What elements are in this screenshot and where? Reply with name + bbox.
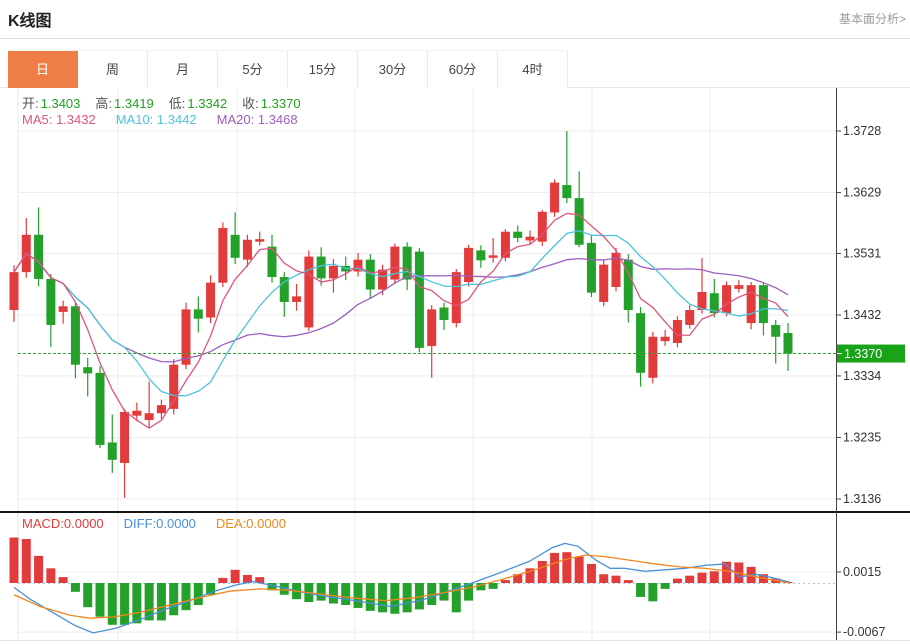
tab-daily[interactable]: 日 <box>8 51 78 88</box>
macd-y-label-0: 0.0015 <box>843 565 881 579</box>
quote-low-label: 低: <box>168 96 186 111</box>
tab-4hour[interactable]: 4时 <box>498 51 568 88</box>
svg-text:1.3370: 1.3370 <box>844 347 882 361</box>
ma5-line <box>13 212 789 429</box>
tab-60min[interactable]: 60分 <box>428 51 498 88</box>
quote-open-label: 开: <box>22 96 39 111</box>
quote-low-value: 1.3342 <box>187 96 228 111</box>
ma-values-row: MA5: 1.3432 MA10: 1.3442 MA20: 1.3468 <box>22 112 318 127</box>
tab-15min[interactable]: 15分 <box>288 51 358 88</box>
y-axis: 1.3728 1.3629 1.3531 1.3432 1.3334 1.3235 1.31… <box>836 88 885 640</box>
dea-legend-value: DEA:0.0000 <box>215 516 287 531</box>
tab-monthly[interactable]: 月 <box>148 51 218 88</box>
macd-legend-row: MACD:0.0000 DIFF:0.0000 DEA:0.0000 <box>22 516 306 531</box>
macd-legend-value: MACD:0.0000 <box>22 516 104 531</box>
main-y-label-1: 1.3629 <box>843 186 881 200</box>
tab-weekly[interactable]: 周 <box>78 51 148 88</box>
main-y-label-5: 1.3235 <box>843 430 881 444</box>
quote-open-value: 1.3403 <box>40 96 81 111</box>
quote-high-label: 高: <box>95 96 113 111</box>
main-y-label-4: 1.3334 <box>843 369 881 383</box>
ma20-value: MA20: 1.3468 <box>216 112 298 127</box>
quote-close-value: 1.3370 <box>260 96 301 111</box>
quote-high-value: 1.3419 <box>114 96 154 111</box>
main-y-label-0: 1.3728 <box>843 124 881 138</box>
panel-separator <box>0 511 910 513</box>
timeframe-tabs: 日周月 5分 15分 30分 60分 4时 <box>8 50 568 88</box>
page-title: K线图 <box>8 13 52 30</box>
main-y-label-3: 1.3432 <box>843 308 881 322</box>
main-y-label-6: 1.3136 <box>843 492 881 506</box>
tab-30min[interactable]: 30分 <box>358 51 428 88</box>
diff-line <box>13 542 791 634</box>
quote-close-label: 收: <box>242 96 259 111</box>
main-y-label-2: 1.3531 <box>843 246 881 260</box>
diff-legend-value: DIFF:0.0000 <box>123 516 196 531</box>
ma20-line <box>13 252 789 363</box>
ma10-value: MA10: 1.3442 <box>115 112 197 127</box>
ohlc-quote-row: 开: 1.3403 高: 1.3419 低: 1.3342 收: 1.3370 <box>22 93 316 112</box>
candles-layer <box>9 131 793 498</box>
current-price-tag: 1.3370 <box>837 344 905 363</box>
macd-histogram <box>9 537 793 625</box>
macd-y-label-1: -0.0067 <box>843 625 885 639</box>
tab-5min[interactable]: 5分 <box>218 51 288 88</box>
grid-lines <box>0 38 910 641</box>
ma5-value: MA5: 1.3432 <box>22 112 96 127</box>
ma10-line <box>13 230 789 397</box>
fundamental-analysis-link[interactable]: 基本面分析> <box>838 12 906 26</box>
dea-line <box>13 554 791 619</box>
